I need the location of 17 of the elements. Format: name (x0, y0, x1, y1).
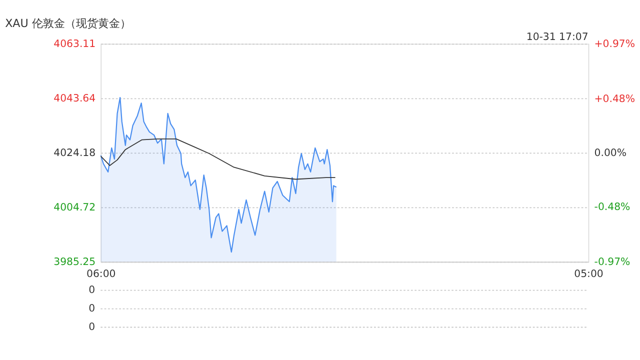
y2-tick-label: +0.48% (594, 94, 636, 106)
y-tick-label: 3985.25 (54, 256, 96, 268)
y2-tick-label: -0.97% (594, 256, 631, 268)
y-tick-label: 4004.72 (54, 202, 96, 214)
y2-tick-label: +0.97% (594, 38, 636, 50)
y-tick-label: 4024.18 (54, 148, 96, 159)
text: 0 (88, 285, 96, 296)
y-tick-label: 4043.64 (54, 93, 96, 104)
chart-title: XAU 伦敦金（现货黄金） (5, 17, 131, 30)
y2-tick-label: 0.00% (594, 148, 627, 159)
y2-tick-label: -0.48% (594, 202, 631, 213)
x-tick-label: 06:00 (86, 268, 116, 280)
text: 10-31 17:07 (526, 32, 588, 44)
text: 0 (88, 322, 96, 334)
y-tick-label: 4063.11 (54, 38, 96, 50)
x-tick-label: 05:00 (574, 268, 604, 280)
text: 0 (88, 304, 96, 315)
